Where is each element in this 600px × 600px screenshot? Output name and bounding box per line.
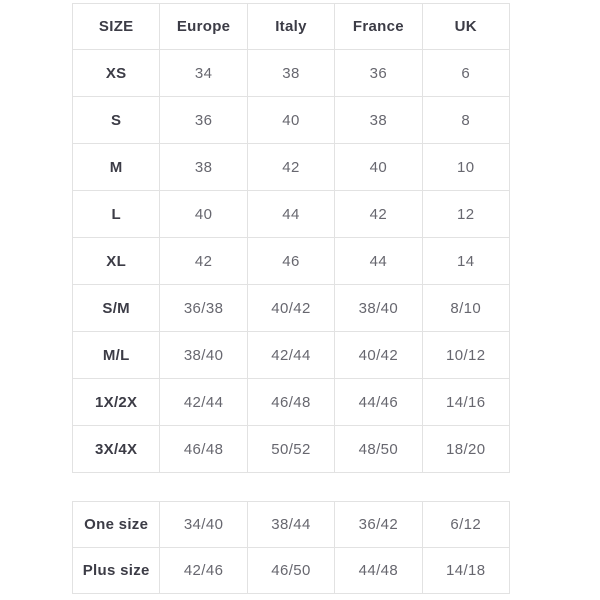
header-cell-europe: Europe bbox=[159, 3, 248, 50]
value-cell-italy: 42/44 bbox=[246, 331, 336, 379]
value-cell-uk: 14/16 bbox=[421, 378, 511, 426]
value-cell-france: 38 bbox=[334, 96, 423, 144]
value-cell-italy: 42 bbox=[246, 143, 336, 191]
value-cell-europe: 40 bbox=[159, 190, 248, 238]
row-xl: XL 42 46 44 14 bbox=[71, 237, 511, 285]
row-s-m: S/M 36/38 40/42 38/40 8/10 bbox=[71, 284, 511, 332]
size-label-cell: 3X/4X bbox=[71, 425, 161, 473]
size-label-cell: M bbox=[71, 143, 161, 191]
header-row: SIZE Europe Italy France UK bbox=[71, 3, 511, 50]
value-cell-italy: 46/48 bbox=[246, 378, 336, 426]
row-s: S 36 40 38 8 bbox=[71, 96, 511, 144]
row-xs: XS 34 38 36 6 bbox=[71, 49, 511, 97]
value-cell-europe: 36 bbox=[159, 96, 248, 144]
value-cell-europe: 34 bbox=[159, 49, 248, 97]
row-3x-4x: 3X/4X 46/48 50/52 48/50 18/20 bbox=[71, 425, 511, 473]
row-one-size: One size 34/40 38/44 36/42 6/12 bbox=[71, 501, 511, 548]
value-cell-italy: 50/52 bbox=[246, 425, 336, 473]
size-label-cell: L bbox=[71, 190, 161, 238]
value-cell-europe: 36/38 bbox=[159, 284, 248, 332]
value-cell-uk: 6 bbox=[421, 49, 511, 97]
size-label-cell: S bbox=[71, 96, 161, 144]
header-cell-uk: UK bbox=[421, 3, 511, 50]
value-cell-uk: 8/10 bbox=[421, 284, 511, 332]
row-m-l: M/L 38/40 42/44 40/42 10/12 bbox=[71, 331, 511, 379]
value-cell-france: 44 bbox=[334, 237, 423, 285]
row-1x-2x: 1X/2X 42/44 46/48 44/46 14/16 bbox=[71, 378, 511, 426]
value-cell-europe: 46/48 bbox=[159, 425, 248, 473]
row-m: M 38 42 40 10 bbox=[71, 143, 511, 191]
size-label-cell: S/M bbox=[71, 284, 161, 332]
value-cell-uk: 8 bbox=[421, 96, 511, 144]
value-cell-italy: 40/42 bbox=[246, 284, 336, 332]
value-cell-italy: 46 bbox=[246, 237, 336, 285]
value-cell-europe: 38/40 bbox=[159, 331, 248, 379]
value-cell-italy: 44 bbox=[246, 190, 336, 238]
size-label-cell: M/L bbox=[71, 331, 161, 379]
size-label-cell: XL bbox=[71, 237, 161, 285]
value-cell-europe: 42/46 bbox=[159, 547, 248, 594]
value-cell-france: 36 bbox=[334, 49, 423, 97]
value-cell-europe: 42 bbox=[159, 237, 248, 285]
value-cell-france: 48/50 bbox=[334, 425, 423, 473]
value-cell-uk: 14/18 bbox=[421, 547, 511, 594]
value-cell-uk: 18/20 bbox=[421, 425, 511, 473]
value-cell-italy: 38/44 bbox=[246, 501, 336, 548]
row-l: L 40 44 42 12 bbox=[71, 190, 511, 238]
value-cell-france: 36/42 bbox=[334, 501, 423, 548]
value-cell-europe: 34/40 bbox=[159, 501, 248, 548]
value-cell-italy: 46/50 bbox=[246, 547, 336, 594]
value-cell-france: 44/48 bbox=[334, 547, 423, 594]
size-label-cell: XS bbox=[71, 49, 161, 97]
value-cell-france: 40 bbox=[334, 143, 423, 191]
size-conversion-table: SIZE Europe Italy France UK XS 34 38 36 … bbox=[71, 3, 511, 473]
value-cell-uk: 10 bbox=[421, 143, 511, 191]
one-size-plus-size-table: One size 34/40 38/44 36/42 6/12 Plus siz… bbox=[71, 501, 511, 594]
header-cell-size: SIZE bbox=[71, 3, 161, 50]
header-cell-france: France bbox=[334, 3, 423, 50]
value-cell-europe: 38 bbox=[159, 143, 248, 191]
value-cell-france: 38/40 bbox=[334, 284, 423, 332]
size-label-cell: 1X/2X bbox=[71, 378, 161, 426]
value-cell-italy: 40 bbox=[246, 96, 336, 144]
value-cell-france: 40/42 bbox=[334, 331, 423, 379]
size-label-cell: One size bbox=[71, 501, 161, 548]
value-cell-france: 44/46 bbox=[334, 378, 423, 426]
header-cell-italy: Italy bbox=[246, 3, 336, 50]
value-cell-italy: 38 bbox=[246, 49, 336, 97]
value-cell-uk: 14 bbox=[421, 237, 511, 285]
value-cell-uk: 12 bbox=[421, 190, 511, 238]
value-cell-europe: 42/44 bbox=[159, 378, 248, 426]
row-plus-size: Plus size 42/46 46/50 44/48 14/18 bbox=[71, 547, 511, 594]
value-cell-uk: 6/12 bbox=[421, 501, 511, 548]
size-label-cell: Plus size bbox=[71, 547, 161, 594]
value-cell-uk: 10/12 bbox=[421, 331, 511, 379]
value-cell-france: 42 bbox=[334, 190, 423, 238]
